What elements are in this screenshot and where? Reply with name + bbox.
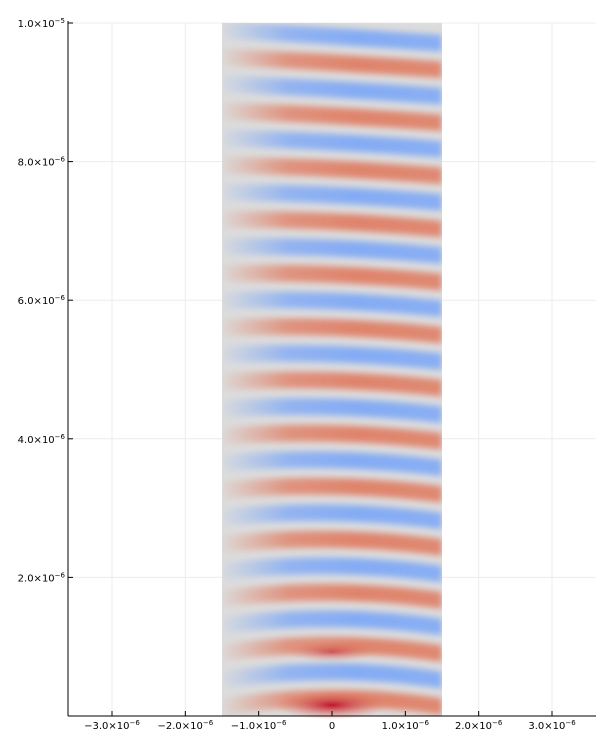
y-tick-label: 2.0×10−6 (18, 571, 66, 584)
y-tick-label: 1.0×10−5 (18, 17, 65, 30)
y-tick-label: 8.0×10−6 (18, 156, 66, 169)
positive-fringe (222, 583, 442, 609)
x-tick-label: 3.0×10−6 (528, 719, 576, 732)
negative-fringe (222, 398, 442, 424)
field-region (222, 23, 442, 720)
x-tick-label: 0 (329, 721, 335, 732)
negative-fringe (222, 237, 442, 264)
positive-fringe (222, 477, 442, 503)
x-tick-label: −2.0×10−6 (157, 719, 213, 732)
x-tick-label: 1.0×10−6 (382, 719, 430, 732)
negative-fringe (222, 451, 442, 477)
field-peak (274, 690, 390, 720)
negative-fringe (222, 183, 442, 211)
negative-fringe (222, 557, 442, 583)
y-tick-labels: 2.0×10−6 4.0×10−6 6.0×10−6 8.0×10−6 1.0×10−5 (18, 17, 73, 584)
negative-fringe (222, 504, 442, 530)
positive-fringe (222, 318, 442, 344)
positive-fringe (222, 424, 442, 450)
positive-fringe (222, 102, 442, 132)
negative-fringe (222, 291, 442, 317)
y-tick-label: 4.0×10−6 (18, 433, 66, 446)
negative-fringe (222, 129, 442, 158)
positive-fringe (222, 264, 442, 291)
negative-fringe (222, 23, 442, 52)
negative-fringe (222, 344, 442, 370)
positive-fringe (222, 156, 442, 185)
positive-fringe (222, 211, 442, 238)
x-tick-label: 2.0×10−6 (455, 719, 503, 732)
negative-fringe (222, 663, 442, 689)
negative-fringe (222, 75, 442, 105)
positive-fringe (222, 371, 442, 397)
x-tick-label: −1.0×10−6 (231, 719, 287, 732)
x-tick-labels: −3.0×10−6 −2.0×10−6 −1.0×10−6 0 1.0×10−6 2.0×… (84, 711, 576, 732)
x-tick-label: −3.0×10−6 (84, 719, 140, 732)
y-tick-label: 6.0×10−6 (18, 294, 66, 307)
positive-fringe (222, 530, 442, 556)
positive-fringe (222, 48, 442, 79)
negative-fringe (222, 610, 442, 636)
field-secondary-peak (288, 641, 376, 663)
